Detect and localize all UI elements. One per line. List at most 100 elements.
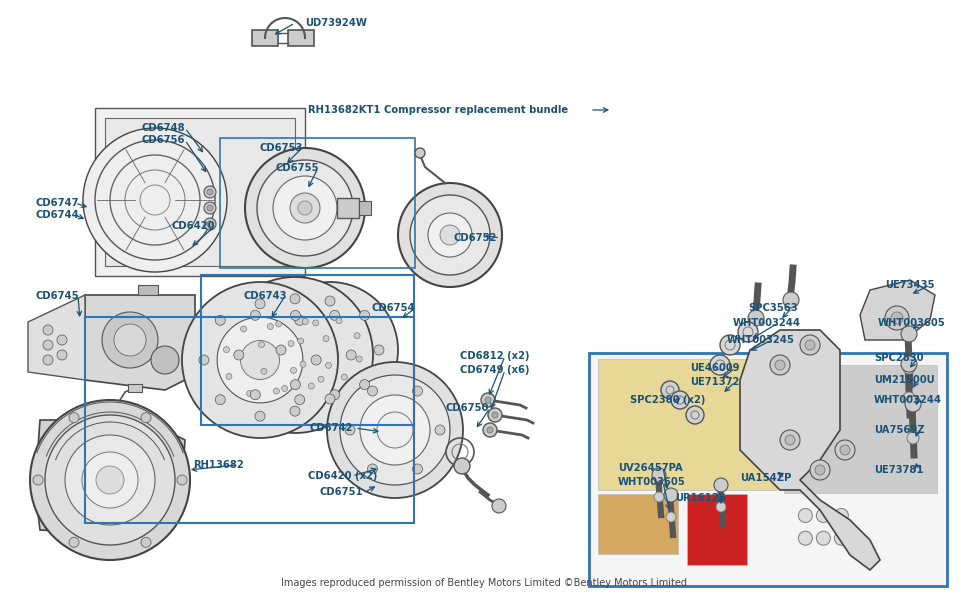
- Circle shape: [354, 332, 360, 338]
- Text: UE46009: UE46009: [690, 363, 740, 373]
- Circle shape: [215, 315, 226, 325]
- Circle shape: [141, 538, 151, 547]
- Text: UV26457PA: UV26457PA: [618, 463, 682, 473]
- Text: CD6743: CD6743: [243, 291, 287, 301]
- Circle shape: [57, 335, 67, 345]
- Text: CD6752: CD6752: [453, 233, 497, 243]
- Circle shape: [810, 460, 830, 480]
- Text: CD6755: CD6755: [276, 163, 319, 173]
- Text: UD73924W: UD73924W: [305, 18, 367, 28]
- Circle shape: [710, 355, 730, 375]
- Circle shape: [905, 396, 921, 412]
- Circle shape: [714, 478, 728, 492]
- Bar: [598, 494, 678, 554]
- Text: SPC2380 (x2): SPC2380 (x2): [630, 395, 706, 405]
- Circle shape: [340, 375, 450, 485]
- Text: CD6754: CD6754: [372, 303, 415, 313]
- Circle shape: [204, 218, 216, 230]
- Circle shape: [276, 321, 282, 327]
- Circle shape: [298, 201, 312, 215]
- Circle shape: [82, 452, 138, 508]
- Text: WHT003605: WHT003605: [878, 318, 946, 328]
- Circle shape: [816, 531, 831, 545]
- Circle shape: [805, 340, 815, 350]
- Circle shape: [901, 326, 917, 342]
- Circle shape: [428, 213, 472, 257]
- Circle shape: [177, 475, 187, 485]
- Circle shape: [251, 390, 260, 399]
- Circle shape: [151, 346, 179, 374]
- Circle shape: [96, 466, 124, 494]
- Text: WHT003605: WHT003605: [618, 477, 685, 487]
- Text: CD6742: CD6742: [310, 423, 353, 433]
- Circle shape: [290, 406, 300, 416]
- Circle shape: [204, 186, 216, 198]
- Circle shape: [492, 412, 498, 418]
- Text: UM21500U: UM21500U: [874, 375, 935, 385]
- Circle shape: [141, 413, 151, 423]
- Circle shape: [785, 435, 795, 445]
- Text: UA154ZP: UA154ZP: [740, 473, 792, 483]
- Circle shape: [360, 395, 430, 465]
- Circle shape: [330, 390, 340, 399]
- Circle shape: [45, 415, 175, 545]
- Circle shape: [273, 176, 337, 240]
- Bar: [105, 118, 295, 266]
- Circle shape: [207, 221, 213, 227]
- Bar: [201, 275, 414, 425]
- Bar: [337, 198, 359, 218]
- Circle shape: [33, 475, 43, 485]
- Circle shape: [290, 310, 300, 321]
- Polygon shape: [85, 295, 195, 390]
- Circle shape: [435, 425, 445, 435]
- Circle shape: [325, 296, 335, 306]
- Text: Images reproduced permission of Bentley Motors Limited ©Bentley Motors Limited: Images reproduced permission of Bentley …: [281, 578, 687, 588]
- Circle shape: [255, 299, 265, 309]
- Circle shape: [770, 355, 790, 375]
- Circle shape: [57, 350, 67, 360]
- Circle shape: [327, 362, 463, 498]
- Circle shape: [288, 341, 294, 347]
- Circle shape: [799, 508, 812, 523]
- Circle shape: [799, 531, 812, 545]
- Circle shape: [671, 391, 689, 409]
- Circle shape: [313, 320, 318, 326]
- Circle shape: [276, 345, 286, 355]
- Circle shape: [440, 225, 460, 245]
- Circle shape: [325, 362, 331, 368]
- Circle shape: [255, 411, 265, 421]
- Circle shape: [686, 406, 704, 424]
- Circle shape: [356, 356, 362, 362]
- Circle shape: [748, 310, 764, 326]
- Circle shape: [290, 294, 300, 304]
- Circle shape: [273, 388, 280, 394]
- Circle shape: [342, 374, 348, 380]
- Circle shape: [30, 400, 190, 560]
- Circle shape: [241, 326, 247, 332]
- Circle shape: [834, 531, 848, 545]
- Bar: [359, 201, 371, 215]
- Circle shape: [252, 312, 338, 398]
- Text: SPC3563: SPC3563: [748, 303, 798, 313]
- Text: RH13682: RH13682: [193, 460, 244, 470]
- Text: CD6744: CD6744: [35, 210, 78, 220]
- Polygon shape: [28, 295, 85, 380]
- Text: CD6749 (x6): CD6749 (x6): [460, 365, 529, 375]
- Circle shape: [318, 376, 324, 382]
- Circle shape: [666, 512, 676, 522]
- Circle shape: [302, 319, 309, 325]
- Circle shape: [481, 393, 495, 407]
- Text: WHT003245: WHT003245: [727, 335, 795, 345]
- Circle shape: [347, 350, 356, 360]
- Circle shape: [368, 464, 378, 474]
- Circle shape: [282, 386, 287, 392]
- Circle shape: [95, 140, 215, 260]
- Text: WHT003244: WHT003244: [733, 318, 801, 328]
- Circle shape: [720, 335, 740, 355]
- Circle shape: [224, 347, 229, 353]
- Circle shape: [140, 185, 170, 215]
- Circle shape: [276, 335, 315, 374]
- Circle shape: [217, 317, 303, 403]
- Circle shape: [377, 412, 413, 448]
- Circle shape: [775, 360, 785, 370]
